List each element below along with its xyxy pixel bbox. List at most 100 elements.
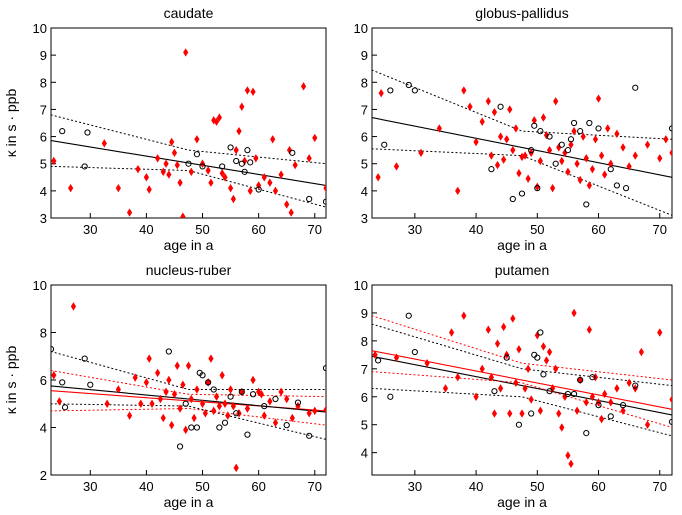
x-tick-label: 50 xyxy=(530,479,544,494)
data-point-diamond xyxy=(138,399,144,408)
data-point-diamond xyxy=(270,135,276,144)
data-point-diamond xyxy=(632,151,638,160)
data-point-circle xyxy=(375,357,382,364)
data-point-diamond xyxy=(467,102,473,111)
data-point-diamond xyxy=(146,354,152,363)
data-point-diamond xyxy=(56,397,63,406)
data-point-diamond xyxy=(522,384,528,393)
data-point-diamond xyxy=(230,194,236,204)
confidence-band-line xyxy=(372,371,672,428)
data-point-circle xyxy=(294,399,302,406)
data-point-diamond xyxy=(568,459,574,469)
data-point-diamond xyxy=(571,308,577,318)
confidence-band-line xyxy=(51,403,326,440)
data-point-diamond xyxy=(488,373,494,382)
data-point-diamond xyxy=(393,162,400,171)
data-point-diamond xyxy=(534,331,540,340)
data-point-circle xyxy=(567,136,575,143)
x-tick-label: 70 xyxy=(653,479,667,494)
data-point-diamond xyxy=(202,409,208,418)
data-point-diamond xyxy=(455,186,461,196)
data-point-diamond xyxy=(194,135,200,144)
data-point-diamond xyxy=(589,164,596,174)
data-point-diamond xyxy=(501,155,507,164)
data-point-circle xyxy=(182,400,189,407)
data-point-diamond xyxy=(284,200,290,209)
plot-area xyxy=(51,302,326,473)
y-tick-label: 7 xyxy=(361,102,368,117)
data-point-diamond xyxy=(562,148,568,158)
data-point-diamond xyxy=(473,392,479,401)
data-point-circle xyxy=(528,147,535,154)
y-tick-label: 7 xyxy=(361,362,368,377)
data-point-diamond xyxy=(323,405,326,414)
data-point-diamond xyxy=(598,414,605,424)
y-tick-label: 5 xyxy=(40,157,47,172)
data-point-circle xyxy=(534,354,541,361)
chart-panel-putamen: putamen 30 40 50 60 70 4 5 6 7 8 9 10 age in a xyxy=(354,262,673,510)
y-axis-label: κ in s · ppb xyxy=(3,346,19,415)
data-point-circle xyxy=(595,125,602,132)
data-point-diamond xyxy=(586,325,592,334)
data-point-circle xyxy=(165,348,172,355)
data-point-diamond xyxy=(525,364,531,374)
y-tick-label: 6 xyxy=(361,130,368,145)
plot-area xyxy=(372,69,672,216)
y-tick-label: 3 xyxy=(361,211,368,226)
data-point-diamond xyxy=(177,404,183,413)
data-point-circle xyxy=(238,160,245,167)
data-point-diamond xyxy=(242,156,248,166)
data-point-circle xyxy=(247,159,254,166)
x-tick-label: 70 xyxy=(308,479,322,494)
data-point-diamond xyxy=(216,113,222,122)
data-point-diamond xyxy=(497,384,504,393)
data-point-circle xyxy=(619,402,627,409)
data-point-diamond xyxy=(272,418,279,427)
data-point-diamond xyxy=(284,394,290,404)
data-point-diamond xyxy=(250,375,256,385)
data-point-diamond xyxy=(516,345,522,354)
data-point-circle xyxy=(387,87,394,94)
y-tick-label: 8 xyxy=(361,75,368,90)
data-point-circle xyxy=(221,419,229,426)
data-point-diamond xyxy=(244,404,251,413)
data-point-diamond xyxy=(574,406,580,415)
data-point-diamond xyxy=(488,151,494,160)
data-point-diamond xyxy=(163,387,169,397)
data-point-diamond xyxy=(171,148,178,158)
x-tick-label: 60 xyxy=(251,222,265,237)
confidence-band-line xyxy=(51,370,326,398)
data-point-diamond xyxy=(626,162,632,171)
data-point-diamond xyxy=(185,361,192,370)
data-point-diamond xyxy=(306,409,312,418)
data-point-diamond xyxy=(191,413,197,423)
data-point-circle xyxy=(249,391,257,398)
data-point-circle xyxy=(577,376,584,384)
data-point-diamond xyxy=(166,170,172,179)
y-tick-label: 4 xyxy=(40,184,47,199)
x-tick-label: 30 xyxy=(408,479,422,494)
data-point-circle xyxy=(668,418,672,426)
data-point-circle xyxy=(558,141,565,148)
data-point-diamond xyxy=(267,178,273,187)
data-point-circle xyxy=(589,374,596,381)
data-point-diamond xyxy=(51,371,57,380)
data-point-diamond xyxy=(289,413,295,423)
y-tick-label: 8 xyxy=(361,334,368,349)
data-point-circle xyxy=(381,141,388,148)
data-point-diamond xyxy=(244,86,251,95)
data-point-diamond xyxy=(258,390,265,399)
data-point-diamond xyxy=(550,384,556,393)
data-point-diamond xyxy=(513,378,519,387)
data-point-diamond xyxy=(494,339,501,348)
data-point-diamond xyxy=(644,140,651,149)
data-point-diamond xyxy=(543,131,550,140)
data-point-circle xyxy=(534,185,541,192)
data-point-diamond xyxy=(261,173,267,182)
x-axis-label: age in a xyxy=(497,237,547,253)
data-point-circle xyxy=(59,128,66,135)
data-point-diamond xyxy=(485,325,491,334)
confidence-band-line xyxy=(51,407,326,426)
data-point-diamond xyxy=(126,208,133,217)
data-point-diamond xyxy=(669,148,672,158)
